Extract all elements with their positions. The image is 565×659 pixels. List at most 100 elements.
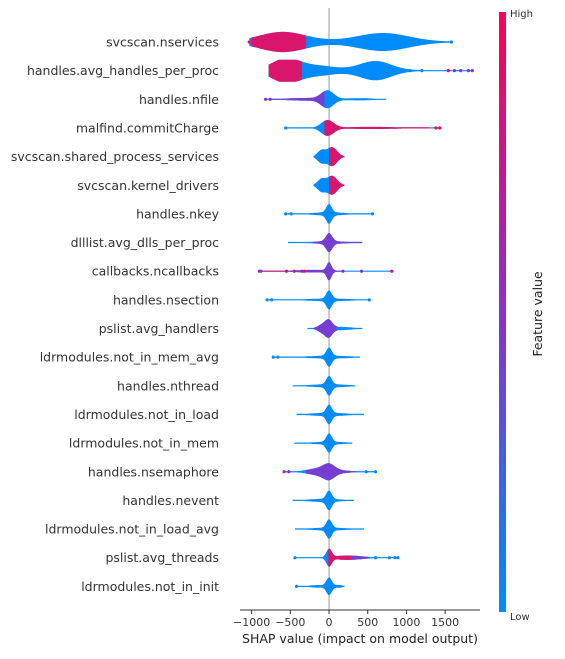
outlier-point [300,269,304,273]
violin-body [296,404,364,425]
violin-body [285,204,373,224]
outlier-point [287,470,291,474]
violin-body [267,290,370,310]
feature-row: handles.nsection [113,290,371,310]
outlier-point [438,126,442,130]
x-tick-label: −1000 [233,616,270,629]
outlier-point [282,470,286,474]
violin-body [292,375,356,396]
outlier-point [289,212,293,216]
outlier-point [259,269,263,273]
feature-row: malfind.commitCharge [76,120,442,136]
outlier-point [434,126,438,130]
violin-red-region [328,548,353,567]
outlier-point [270,298,274,302]
feature-label: callbacks.ncallbacks [92,264,219,279]
outlier-point [373,470,378,474]
feature-label: ldrmodules.not_in_load [74,407,219,422]
outlier-point [446,69,450,73]
feature-row: pslist.avg_handlers [99,319,363,338]
feature-row: handles.nthread [117,375,356,396]
outlier-point [265,298,269,302]
feature-row: pslist.avg_threads [105,548,400,567]
outlier-point [466,69,470,73]
feature-row: ldrmodules.not_in_load [74,404,364,425]
feature-row: svcscan.kernel_drivers [77,175,345,195]
outlier-point [396,556,400,560]
outlier-point [393,556,397,560]
colorbar-gradient [499,12,506,612]
outlier-point [284,126,288,130]
feature-row: ldrmodules.not_in_load_avg [45,519,364,539]
outlier-point [449,40,453,44]
violin-red-region [324,120,430,136]
feature-label: pslist.avg_threads [105,550,219,565]
x-tick-label: 0 [326,616,333,629]
outlier-point [367,298,371,302]
outlier-point [263,97,268,101]
outlier-point [459,69,463,73]
feature-label: svcscan.nservices [106,35,219,50]
violin-body [268,59,473,82]
feature-row: handles.nevent [122,490,354,511]
violin-purple-region [305,463,357,481]
outlier-point [470,69,474,73]
outlier-point [284,269,289,273]
violin-red-region [251,31,306,53]
feature-row: svcscan.nservices [106,31,453,53]
violin-body [296,577,345,596]
outlier-point [284,212,288,216]
outlier-point [373,556,378,560]
feature-label: svcscan.kernel_drivers [77,178,219,193]
feature-label: ldrmodules.not_in_init [81,579,219,594]
violin-body [295,519,364,539]
feature-row: ldrmodules.not_in_mem_avg [40,347,360,367]
feature-label: handles.nkey [136,206,219,221]
violin-red-region [259,270,283,272]
feature-label: ldrmodules.not_in_load_avg [45,522,219,537]
outlier-point [276,355,280,359]
x-axis: −1000 −500 0 500 1000 1500 SHAP value (impact … [233,609,480,646]
outlier-point [247,40,251,44]
violin-red-region [329,147,345,167]
violin-red-region [329,175,345,195]
colorbar-low-label: Low [510,612,530,623]
feature-row: svcscan.shared_process_services [11,147,345,167]
feature-row: handles.avg_handles_per_proc [27,59,474,82]
feature-row: callbacks.ncallbacks [92,262,394,281]
violin-purple-region [282,262,345,281]
feature-label: dlllist.avg_dlls_per_proc [71,235,220,250]
outlier-point [370,212,374,216]
feature-label: handles.avg_handles_per_proc [27,63,219,78]
violin-purple-region [265,91,325,108]
outlier-point [452,69,457,73]
feature-row: handles.nkey [136,204,374,224]
outlier-point [271,355,275,359]
x-tick-label: 1000 [392,616,420,629]
x-tick-label: −500 [275,616,305,629]
outlier-point [390,269,394,273]
colorbar-high-label: High [510,9,533,20]
feature-label: malfind.commitCharge [76,120,219,135]
x-tick-label: 500 [357,616,378,629]
feature-label: handles.nthread [117,378,219,393]
x-axis-title: SHAP value (impact on model output) [242,631,478,646]
outlier-point [359,269,364,273]
feature-row: handles.nfile [139,90,387,109]
outlier-point [387,556,392,560]
violin-body [265,90,387,109]
violin-rows: svcscan.nservices handles.avg_handles_per… [11,8,474,610]
feature-label: pslist.avg_handlers [99,321,219,336]
violin-purple-region [352,555,368,560]
outlier-point [293,556,297,560]
feature-label: handles.nsection [113,292,219,307]
outlier-point [302,269,306,273]
outlier-point [268,97,272,101]
violin-body [273,347,360,367]
violin-purple-region [313,233,363,253]
feature-label: svcscan.shared_process_services [11,149,219,164]
feature-row: ldrmodules.not_in_mem [69,433,353,453]
feature-row: ldrmodules.not_in_init [81,577,345,596]
violin-body [292,490,354,511]
